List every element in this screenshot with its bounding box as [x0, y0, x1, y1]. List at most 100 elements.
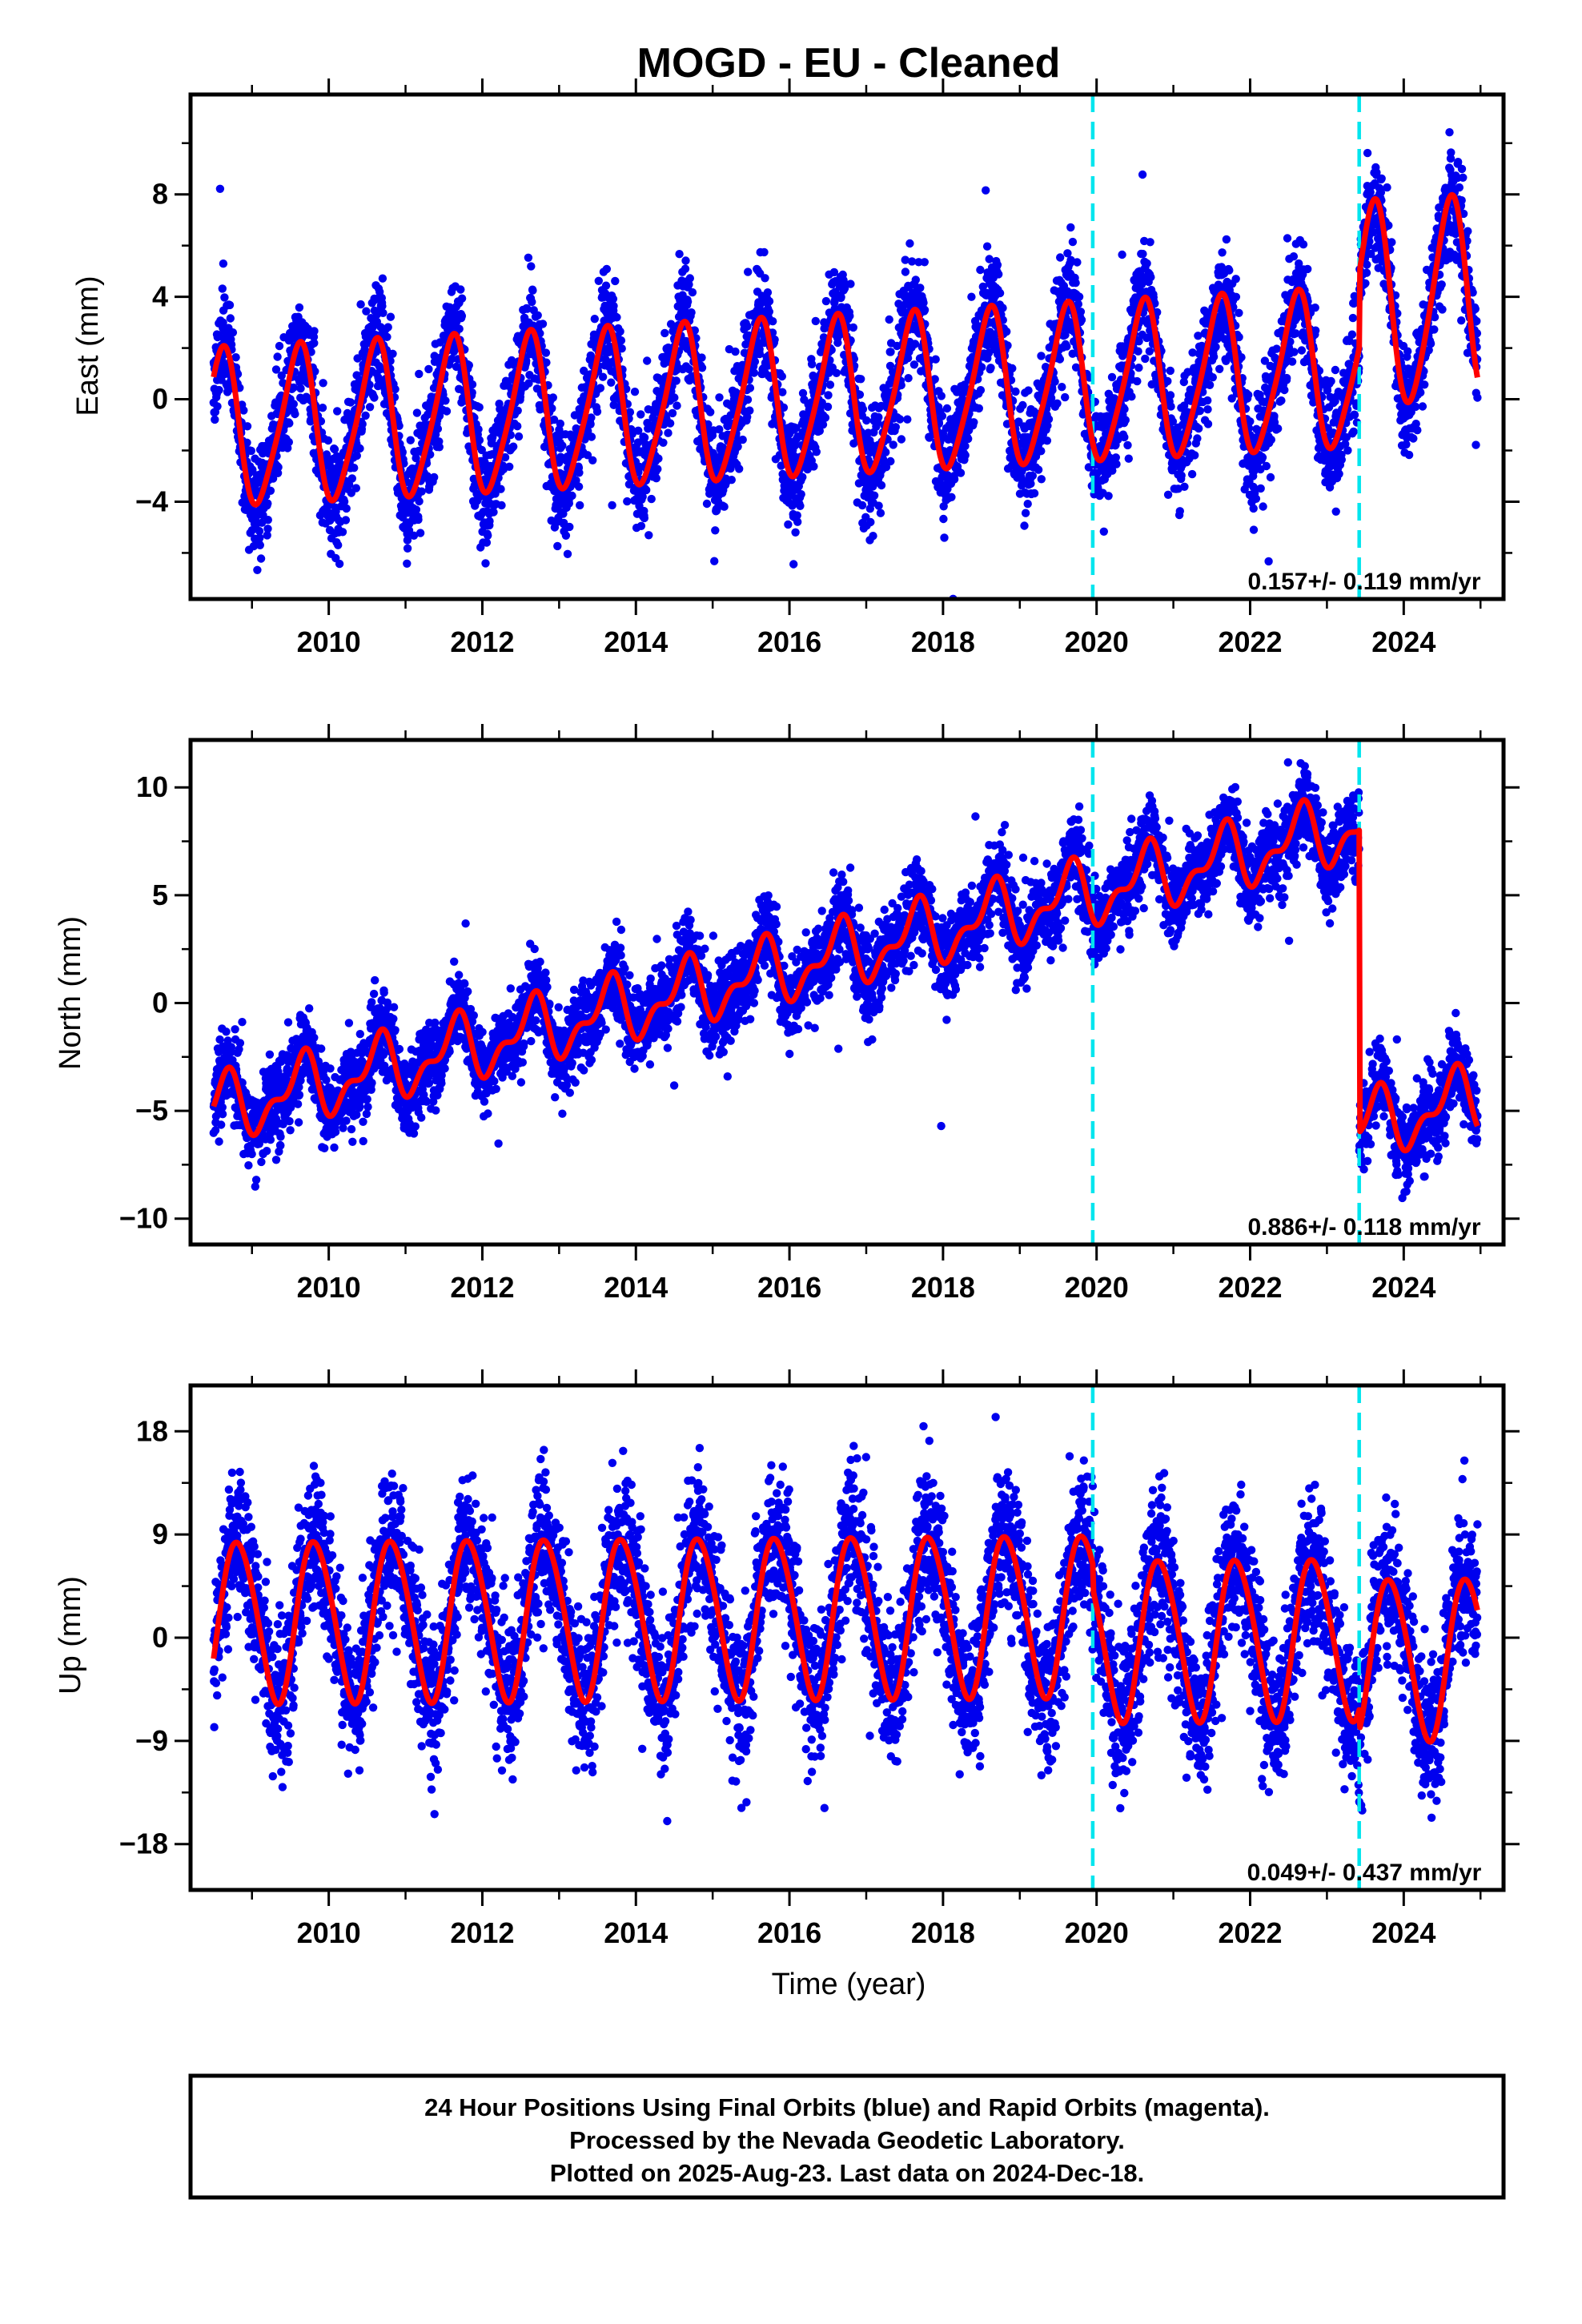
- east-daily-position: [866, 517, 875, 527]
- east-daily-position: [1026, 479, 1035, 489]
- east-daily-position: [330, 444, 339, 454]
- east-daily-position: [1076, 308, 1086, 316]
- east-daily-position: [527, 262, 536, 271]
- east-daily-position: [1231, 292, 1241, 301]
- east-daily-position: [323, 507, 332, 516]
- east-daily-position: [602, 264, 611, 274]
- east-daily-position: [346, 398, 355, 407]
- east-daily-position: [607, 378, 616, 387]
- east-daily-position: [1123, 440, 1132, 450]
- east-daily-position: [1146, 238, 1154, 247]
- east-daily-position: [596, 384, 605, 392]
- east-daily-position: [1008, 364, 1017, 373]
- east-daily-position: [1133, 376, 1142, 386]
- east-daily-position: [403, 544, 412, 553]
- east-daily-position: [456, 285, 465, 294]
- east-daily-position: [1134, 347, 1142, 356]
- east-daily-position: [727, 476, 736, 485]
- east-daily-position: [616, 336, 626, 345]
- east-daily-position: [711, 526, 720, 535]
- east-daily-position: [665, 419, 675, 428]
- east-daily-position: [845, 312, 854, 320]
- east-daily-position: [791, 528, 800, 537]
- east-daily-position: [777, 372, 786, 381]
- east-daily-position: [891, 423, 901, 432]
- east-daily-position: [889, 440, 897, 449]
- east-daily-position: [1225, 266, 1234, 275]
- east-daily-position: [310, 339, 319, 348]
- east-daily-position: [998, 304, 1007, 312]
- east-daily-position: [415, 497, 424, 506]
- east-daily-position: [247, 446, 255, 456]
- east-daily-position: [976, 386, 986, 395]
- east-daily-position: [496, 485, 505, 493]
- east-daily-position: [412, 408, 422, 417]
- east-daily-position: [735, 464, 744, 473]
- east-daily-position: [266, 486, 275, 495]
- east-daily-position: [243, 438, 251, 447]
- east-daily-position: [505, 462, 514, 471]
- east-daily-position: [524, 253, 533, 262]
- east-daily-position: [672, 376, 681, 385]
- east-daily-position: [1138, 170, 1147, 179]
- east-daily-position: [731, 347, 740, 356]
- east-daily-position: [745, 384, 755, 392]
- east-daily-position: [1163, 376, 1172, 386]
- east-daily-position: [220, 293, 229, 302]
- east-daily-position: [1205, 380, 1215, 389]
- east-daily-position: [1068, 237, 1078, 247]
- east-daily-position: [688, 287, 697, 297]
- east-daily-position: [1191, 451, 1199, 460]
- east-daily-position: [601, 281, 611, 290]
- east-daily-position: [430, 472, 439, 482]
- east-daily-position: [1071, 279, 1080, 287]
- east-daily-position: [636, 521, 646, 530]
- east-daily-position: [920, 258, 930, 267]
- east-daily-position: [255, 533, 264, 542]
- east-daily-position: [967, 292, 976, 301]
- east-daily-position: [738, 435, 747, 444]
- east-daily-position: [1023, 500, 1032, 509]
- east-daily-position: [378, 274, 387, 283]
- east-daily-position: [513, 406, 522, 415]
- east-daily-position: [239, 406, 248, 415]
- east-daily-position: [652, 474, 661, 483]
- east-daily-position: [940, 533, 949, 542]
- east-daily-position: [1256, 484, 1265, 493]
- east-daily-position: [1249, 504, 1258, 513]
- east-daily-position: [833, 338, 842, 348]
- east-daily-position: [876, 509, 885, 517]
- east-daily-position: [273, 468, 283, 477]
- east-daily-position: [1218, 248, 1227, 257]
- east-daily-position: [644, 531, 653, 540]
- east-daily-position: [1262, 461, 1271, 471]
- east-daily-position: [249, 541, 259, 551]
- east-daily-position: [796, 501, 805, 510]
- east-daily-position: [642, 485, 651, 495]
- east-daily-position: [457, 312, 467, 320]
- east-daily-position: [1266, 472, 1275, 482]
- east-daily-position: [576, 501, 584, 510]
- east-daily-position: [213, 402, 222, 411]
- east-daily-position: [1037, 447, 1046, 456]
- east-daily-position: [388, 349, 397, 358]
- east-daily-position: [383, 323, 392, 332]
- east-daily-position: [821, 296, 831, 306]
- east-daily-position: [1058, 383, 1066, 392]
- east-daily-position: [1180, 482, 1189, 491]
- east-daily-position: [1195, 424, 1203, 433]
- east-daily-position: [706, 408, 715, 416]
- east-daily-position: [1118, 250, 1126, 259]
- east-daily-position: [1056, 253, 1065, 262]
- east-daily-position: [1231, 275, 1240, 283]
- east-daily-position: [685, 364, 693, 374]
- east-daily-position: [877, 480, 886, 490]
- east-daily-position: [319, 379, 327, 388]
- east-daily-position: [295, 303, 304, 312]
- east-daily-position: [1258, 453, 1267, 462]
- east-daily-position: [474, 425, 483, 434]
- east-daily-position: [904, 374, 913, 383]
- east-daily-position: [215, 184, 225, 193]
- east-daily-position: [869, 491, 879, 500]
